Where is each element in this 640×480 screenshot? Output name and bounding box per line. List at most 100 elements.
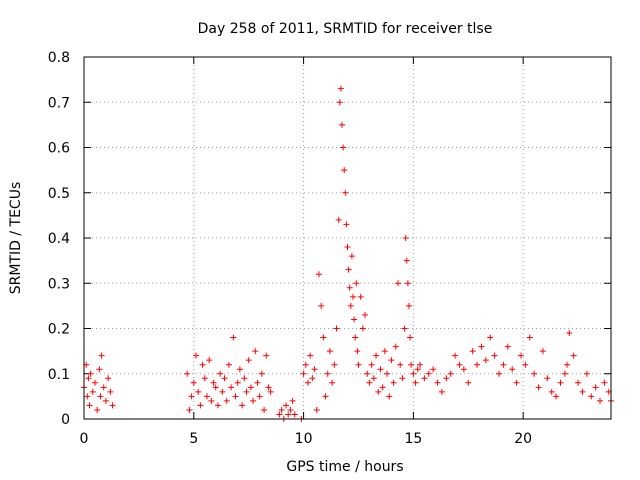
data-point — [212, 384, 219, 391]
data-point — [430, 366, 437, 373]
data-point — [304, 379, 311, 386]
data-point — [452, 352, 459, 359]
data-point — [256, 393, 263, 400]
data-point — [412, 379, 419, 386]
data-point — [210, 379, 217, 386]
data-point — [89, 388, 96, 395]
data-point — [401, 325, 408, 332]
data-point — [351, 316, 358, 323]
data-point — [496, 370, 503, 377]
y-tick-label: 0.5 — [48, 186, 70, 202]
data-point — [531, 370, 538, 377]
data-point — [561, 370, 568, 377]
data-point — [322, 393, 329, 400]
data-point — [320, 334, 327, 341]
data-point — [416, 361, 423, 368]
data-point — [375, 388, 382, 395]
data-point — [199, 361, 206, 368]
data-point — [195, 388, 202, 395]
data-point — [186, 406, 193, 413]
data-point — [362, 311, 369, 318]
data-point — [504, 343, 511, 350]
x-tick-label: 15 — [404, 431, 422, 447]
data-point — [343, 221, 350, 228]
data-point — [190, 379, 197, 386]
data-point — [474, 361, 481, 368]
data-point — [368, 361, 375, 368]
plot-frame — [83, 56, 612, 420]
data-point — [318, 302, 325, 309]
data-point — [509, 366, 516, 373]
data-point — [339, 121, 346, 128]
data-point — [337, 85, 344, 92]
data-point — [105, 375, 112, 382]
data-point — [487, 334, 494, 341]
data-point — [575, 379, 582, 386]
data-point — [403, 257, 410, 264]
data-point — [285, 411, 292, 418]
y-tick-label: 0 — [61, 412, 70, 428]
data-point — [86, 402, 93, 409]
data-point — [100, 384, 107, 391]
data-point — [373, 352, 380, 359]
data-point — [402, 235, 409, 241]
data-point — [94, 406, 101, 413]
data-series — [81, 85, 614, 422]
data-point — [278, 406, 285, 413]
data-point — [405, 302, 412, 309]
data-point — [553, 393, 560, 400]
data-point — [107, 388, 114, 395]
data-point — [346, 284, 353, 291]
y-tick-label: 0.3 — [48, 276, 70, 292]
data-point — [307, 352, 314, 359]
data-point — [197, 402, 204, 409]
data-point — [333, 325, 340, 332]
data-point — [258, 370, 265, 377]
data-point — [370, 375, 377, 382]
data-point — [315, 271, 322, 278]
data-point — [359, 325, 366, 332]
data-point — [336, 99, 343, 106]
data-point — [219, 388, 226, 395]
grid — [84, 57, 611, 419]
data-point — [87, 370, 94, 377]
data-point — [267, 388, 274, 395]
data-point — [287, 406, 294, 413]
data-point — [84, 393, 91, 400]
data-point — [331, 361, 338, 368]
data-point — [236, 366, 243, 373]
data-point — [392, 343, 399, 350]
data-point — [460, 366, 467, 373]
data-point — [289, 397, 296, 404]
data-point — [345, 266, 352, 273]
data-point — [355, 361, 362, 368]
data-point — [206, 357, 213, 364]
data-point — [263, 352, 270, 359]
data-point — [302, 361, 309, 368]
data-point — [188, 393, 195, 400]
data-point — [85, 375, 92, 382]
y-axis-label: SRMTID / TECUs — [8, 182, 24, 295]
data-point — [261, 406, 268, 413]
data-point — [384, 370, 391, 377]
data-point — [478, 343, 485, 350]
data-point — [414, 366, 421, 373]
data-point — [491, 352, 498, 359]
data-point — [329, 379, 336, 386]
data-point — [597, 397, 604, 404]
data-point — [102, 397, 109, 404]
data-point — [395, 280, 402, 287]
data-point — [324, 370, 331, 377]
y-tick-label: 0.7 — [48, 95, 70, 111]
data-point — [564, 361, 571, 368]
data-point — [223, 397, 230, 404]
data-point — [98, 352, 105, 359]
data-point — [526, 334, 533, 341]
data-point — [443, 375, 450, 382]
data-point — [283, 402, 290, 409]
data-point — [390, 379, 397, 386]
data-point — [570, 352, 577, 359]
data-point — [234, 379, 241, 386]
data-point — [438, 388, 445, 395]
